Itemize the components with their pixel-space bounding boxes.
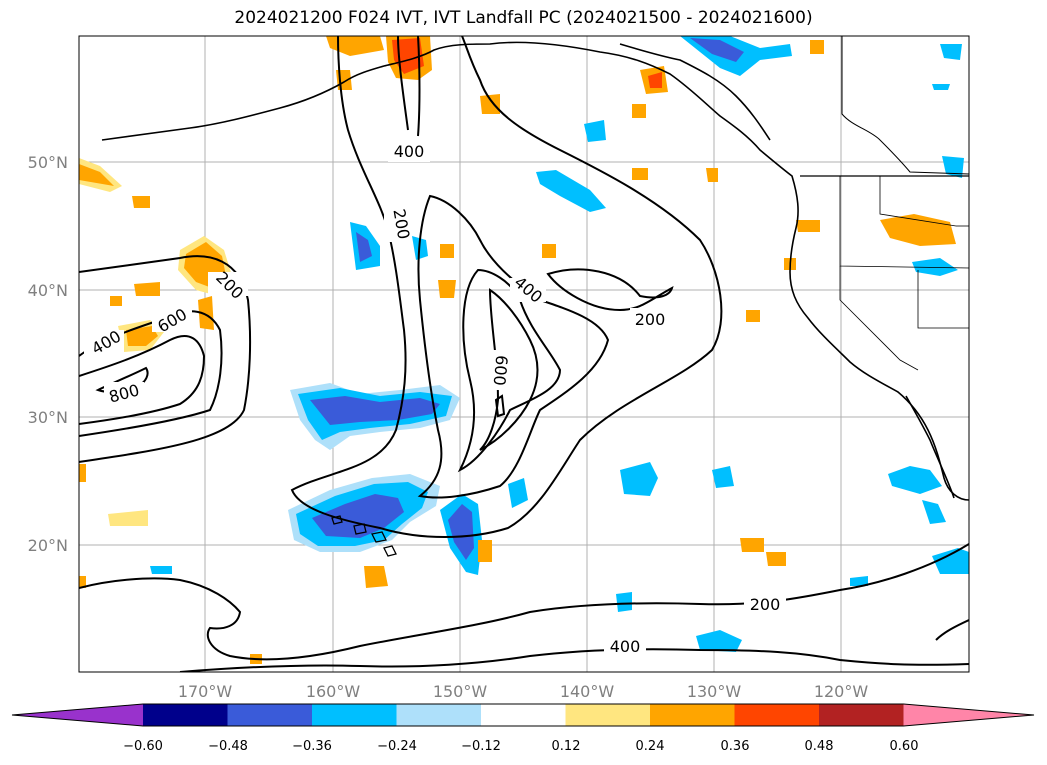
colorbar-tick-label: −0.24	[377, 739, 417, 754]
lon-label: 120°W	[814, 682, 869, 701]
colorbar-tick-label: 0.24	[636, 739, 665, 754]
lat-label: 50°N	[28, 153, 68, 172]
lon-label: 130°W	[687, 682, 742, 701]
ivt-contours	[79, 36, 969, 672]
colorbar-segment	[227, 704, 313, 726]
lon-label: 140°W	[560, 682, 615, 701]
colorbar-segment	[819, 704, 904, 726]
colorbar-segment	[734, 704, 820, 726]
lat-label: 20°N	[28, 536, 68, 555]
lat-label: 30°N	[28, 408, 68, 427]
colorbar-segment	[143, 704, 228, 726]
colorbar-tick-label: −0.60	[123, 739, 163, 754]
colorbar-tick-label: 0.36	[721, 739, 750, 754]
hawaii-islands	[331, 515, 397, 557]
lon-label: 160°W	[306, 682, 361, 701]
contour-label: 400	[610, 637, 641, 656]
lat-label: 40°N	[28, 281, 68, 300]
colorbar-segment	[12, 704, 143, 726]
contour-label: 200	[750, 595, 781, 614]
lon-label: 170°W	[178, 682, 233, 701]
contour-label: 600	[490, 354, 512, 386]
contour-label: 400	[394, 142, 425, 161]
plot-frame	[78, 35, 970, 673]
colorbar-tick-label: −0.36	[292, 739, 332, 754]
colorbar-tick-label: 0.12	[552, 739, 581, 754]
colorbar-tick-label: 0.48	[805, 739, 834, 754]
colorbar-tick-label: −0.12	[461, 739, 501, 754]
colorbar-segment	[565, 704, 651, 726]
colorbar-segment	[312, 704, 397, 726]
map-title: 2024021200 F024 IVT, IVT Landfall PC (20…	[234, 8, 813, 28]
map-layers	[79, 36, 969, 672]
lon-label: 150°W	[433, 682, 488, 701]
colorbar-segment	[481, 704, 566, 726]
contour-label: 200	[635, 310, 666, 329]
colorbar-tick-label: −0.48	[208, 739, 248, 754]
colorbar-ticks: −0.60 −0.48 −0.36 −0.24 −0.12 0.12 0.24 …	[123, 739, 918, 754]
colorbar-segment	[650, 704, 735, 726]
colorbar	[11, 703, 1035, 727]
longitude-labels: 170°W 160°W 150°W 140°W 130°W 120°W	[178, 682, 869, 701]
colorbar-segment	[903, 704, 1034, 726]
plot-area	[79, 36, 969, 672]
negative-pc-patches	[150, 36, 969, 652]
coastlines	[101, 36, 969, 501]
colorbar-segment	[396, 704, 482, 726]
contour-labels: 400 200 200 400 200 400 600 800 600 200 …	[84, 140, 786, 656]
colorbar-outline	[11, 703, 1035, 727]
latitude-labels: 50°N 40°N 30°N 20°N	[28, 153, 68, 555]
colorbar-tick-label: 0.60	[890, 739, 919, 754]
